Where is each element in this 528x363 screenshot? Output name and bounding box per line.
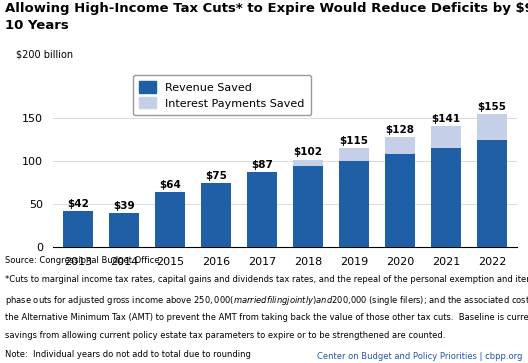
Text: $87: $87 [251,160,273,170]
Text: $42: $42 [67,199,89,209]
Text: the Alternative Minimum Tax (AMT) to prevent the AMT from taking back the value : the Alternative Minimum Tax (AMT) to pre… [5,313,528,322]
Text: $141: $141 [431,114,461,124]
Text: Note:  Individual years do not add to total due to rounding: Note: Individual years do not add to tot… [5,350,251,359]
Text: $155: $155 [478,102,507,112]
Bar [385,154,415,247]
Bar [63,211,93,247]
Text: $128: $128 [385,125,414,135]
Text: savings from allowing current policy estate tax parameters to expire or to be st: savings from allowing current policy est… [5,331,446,340]
Bar [109,213,139,247]
Bar [339,148,369,161]
Text: Center on Budget and Policy Priorities | cbpp.org: Center on Budget and Policy Priorities |… [317,352,523,361]
Text: $200 billion: $200 billion [16,50,73,60]
Text: $39: $39 [114,201,135,211]
Bar [431,126,461,148]
Bar [385,137,415,154]
Bar [201,183,231,247]
Bar [155,192,185,247]
Bar [293,166,323,247]
Text: Source: Congressional Budget Office: Source: Congressional Budget Office [5,256,160,265]
Text: $115: $115 [340,136,369,146]
Text: $102: $102 [294,147,323,158]
Bar [247,172,277,247]
Bar [477,140,507,247]
Bar [339,161,369,247]
Bar [431,148,461,247]
Legend: Revenue Saved, Interest Payments Saved: Revenue Saved, Interest Payments Saved [133,74,311,115]
Text: $64: $64 [159,180,181,190]
Text: $75: $75 [205,171,227,180]
Bar [477,114,507,140]
Text: *Cuts to marginal income tax rates, capital gains and dividends tax rates, and t: *Cuts to marginal income tax rates, capi… [5,275,528,284]
Text: phase outs for adjusted gross income above $250,000 (married filing jointly) and: phase outs for adjusted gross income abo… [5,294,528,307]
Text: Allowing High-Income Tax Cuts* to Expire Would Reduce Deficits by $950 Billion o: Allowing High-Income Tax Cuts* to Expire… [5,2,528,32]
Bar [293,160,323,166]
